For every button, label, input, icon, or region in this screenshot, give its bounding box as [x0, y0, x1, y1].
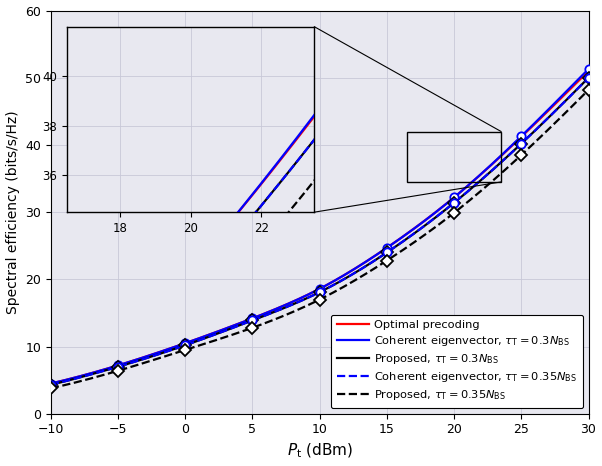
Coherent eigenvector, $\tau_{\mathrm{T}} = 0.3N_{\mathrm{BS}}$: [535, 117, 542, 123]
Proposed, $\tau_{\mathrm{T}} = 0.3N_{\mathrm{BS}}$: [49, 382, 56, 387]
Coherent eigenvector, $\tau_{\mathrm{T}} = 0.35N_{\mathrm{BS}}$: [47, 382, 54, 388]
Proposed, $\tau_{\mathrm{T}} = 0.3N_{\mathrm{BS}}$: [535, 125, 542, 130]
Optimal precoding: [535, 118, 542, 123]
Proposed, $\tau_{\mathrm{T}} = 0.3N_{\mathrm{BS}}$: [376, 254, 383, 260]
Bar: [407, 131, 501, 182]
Proposed, $\tau_{\mathrm{T}} = 0.35N_{\mathrm{BS}}$: [376, 262, 383, 268]
Y-axis label: Spectral efficiency (bits/s/Hz): Spectral efficiency (bits/s/Hz): [5, 110, 19, 314]
Optimal precoding: [585, 68, 592, 74]
Line: Proposed, $\tau_{\mathrm{T}} = 0.3N_{\mathrm{BS}}$: Proposed, $\tau_{\mathrm{T}} = 0.3N_{\ma…: [51, 78, 589, 385]
Coherent eigenvector, $\tau_{\mathrm{T}} = 0.35N_{\mathrm{BS}}$: [500, 157, 507, 163]
Coherent eigenvector, $\tau_{\mathrm{T}} = 0.35N_{\mathrm{BS}}$: [535, 125, 542, 130]
Optimal precoding: [47, 381, 54, 386]
Proposed, $\tau_{\mathrm{T}} = 0.35N_{\mathrm{BS}}$: [49, 385, 56, 391]
Proposed, $\tau_{\mathrm{T}} = 0.35N_{\mathrm{BS}}$: [367, 268, 374, 274]
Proposed, $\tau_{\mathrm{T}} = 0.3N_{\mathrm{BS}}$: [367, 260, 374, 266]
Coherent eigenvector, $\tau_{\mathrm{T}} = 0.3N_{\mathrm{BS}}$: [367, 256, 374, 261]
Coherent eigenvector, $\tau_{\mathrm{T}} = 0.3N_{\mathrm{BS}}$: [500, 150, 507, 156]
X-axis label: $P_{\mathrm{t}}$ (dBm): $P_{\mathrm{t}}$ (dBm): [287, 442, 353, 460]
Coherent eigenvector, $\tau_{\mathrm{T}} = 0.35N_{\mathrm{BS}}$: [49, 382, 56, 387]
Coherent eigenvector, $\tau_{\mathrm{T}} = 0.35N_{\mathrm{BS}}$: [585, 75, 592, 81]
Optimal precoding: [376, 250, 383, 255]
Optimal precoding: [500, 151, 507, 156]
Coherent eigenvector, $\tau_{\mathrm{T}} = 0.35N_{\mathrm{BS}}$: [365, 261, 373, 267]
Proposed, $\tau_{\mathrm{T}} = 0.3N_{\mathrm{BS}}$: [500, 157, 507, 163]
Line: Coherent eigenvector, $\tau_{\mathrm{T}} = 0.35N_{\mathrm{BS}}$: Coherent eigenvector, $\tau_{\mathrm{T}}…: [51, 78, 589, 385]
Proposed, $\tau_{\mathrm{T}} = 0.3N_{\mathrm{BS}}$: [47, 382, 54, 388]
Proposed, $\tau_{\mathrm{T}} = 0.3N_{\mathrm{BS}}$: [365, 261, 373, 267]
Coherent eigenvector, $\tau_{\mathrm{T}} = 0.3N_{\mathrm{BS}}$: [49, 380, 56, 386]
Coherent eigenvector, $\tau_{\mathrm{T}} = 0.3N_{\mathrm{BS}}$: [376, 250, 383, 255]
Proposed, $\tau_{\mathrm{T}} = 0.35N_{\mathrm{BS}}$: [535, 137, 542, 142]
Proposed, $\tau_{\mathrm{T}} = 0.3N_{\mathrm{BS}}$: [585, 75, 592, 81]
Proposed, $\tau_{\mathrm{T}} = 0.35N_{\mathrm{BS}}$: [500, 168, 507, 174]
Coherent eigenvector, $\tau_{\mathrm{T}} = 0.3N_{\mathrm{BS}}$: [365, 257, 373, 262]
Legend: Optimal precoding, Coherent eigenvector, $\tau_{\mathrm{T}} = 0.3N_{\mathrm{BS}}: Optimal precoding, Coherent eigenvector,…: [331, 315, 583, 408]
Coherent eigenvector, $\tau_{\mathrm{T}} = 0.35N_{\mathrm{BS}}$: [367, 260, 374, 266]
Optimal precoding: [365, 257, 373, 262]
Proposed, $\tau_{\mathrm{T}} = 0.35N_{\mathrm{BS}}$: [365, 269, 373, 274]
Coherent eigenvector, $\tau_{\mathrm{T}} = 0.35N_{\mathrm{BS}}$: [376, 254, 383, 260]
Coherent eigenvector, $\tau_{\mathrm{T}} = 0.3N_{\mathrm{BS}}$: [47, 381, 54, 386]
Proposed, $\tau_{\mathrm{T}} = 0.35N_{\mathrm{BS}}$: [47, 385, 54, 391]
Optimal precoding: [367, 256, 374, 261]
Line: Optimal precoding: Optimal precoding: [51, 71, 589, 384]
Coherent eigenvector, $\tau_{\mathrm{T}} = 0.3N_{\mathrm{BS}}$: [585, 66, 592, 72]
Line: Proposed, $\tau_{\mathrm{T}} = 0.35N_{\mathrm{BS}}$: Proposed, $\tau_{\mathrm{T}} = 0.35N_{\m…: [51, 90, 589, 388]
Optimal precoding: [49, 380, 56, 386]
Line: Coherent eigenvector, $\tau_{\mathrm{T}} = 0.3N_{\mathrm{BS}}$: Coherent eigenvector, $\tau_{\mathrm{T}}…: [51, 69, 589, 384]
Proposed, $\tau_{\mathrm{T}} = 0.35N_{\mathrm{BS}}$: [585, 87, 592, 93]
